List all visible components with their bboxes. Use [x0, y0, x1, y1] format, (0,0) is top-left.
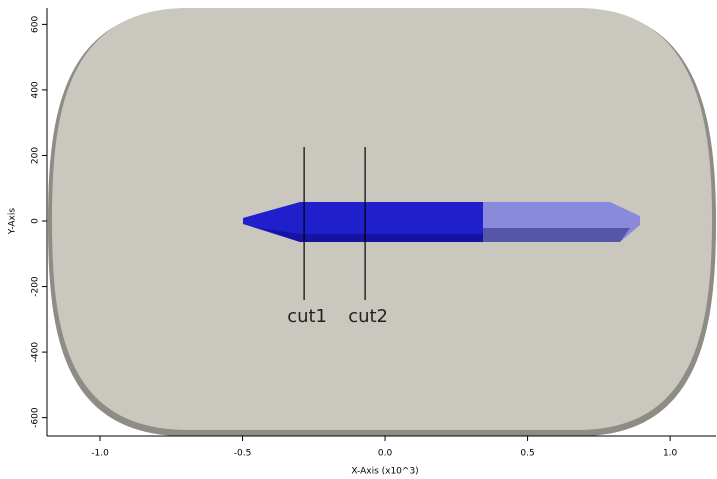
page: {"chart_data": {"type": "domain", "xlabe…: [0, 0, 717, 479]
plot: X-Axis (x10^3) Y-Axis -1.0 -0.5 0.0 0.5 1.0 -…: [0, 0, 717, 479]
x-axis-label: X-Axis (x10^3): [351, 467, 418, 477]
x-tick-label: 0.5: [520, 449, 534, 459]
y-tick-label: 0: [31, 218, 41, 224]
y-tick-label: -600: [31, 407, 41, 428]
x-tick-label: 1.0: [663, 449, 678, 459]
cut-label: cut1: [287, 306, 327, 327]
y-tick-label: -200: [31, 276, 41, 297]
x-tick-label: 0.0: [378, 449, 393, 459]
y-tick-label: -400: [31, 342, 41, 363]
y-axis-label: Y-Axis: [8, 208, 18, 235]
y-tick-label: 200: [31, 147, 41, 164]
x-tick-label: -1.0: [91, 449, 109, 459]
body-front-shade: [483, 228, 630, 242]
x-tick-label: -0.5: [234, 449, 252, 459]
y-tick-label: 600: [31, 16, 41, 33]
cut-label: cut2: [348, 306, 388, 327]
y-tick-label: 400: [31, 81, 41, 98]
